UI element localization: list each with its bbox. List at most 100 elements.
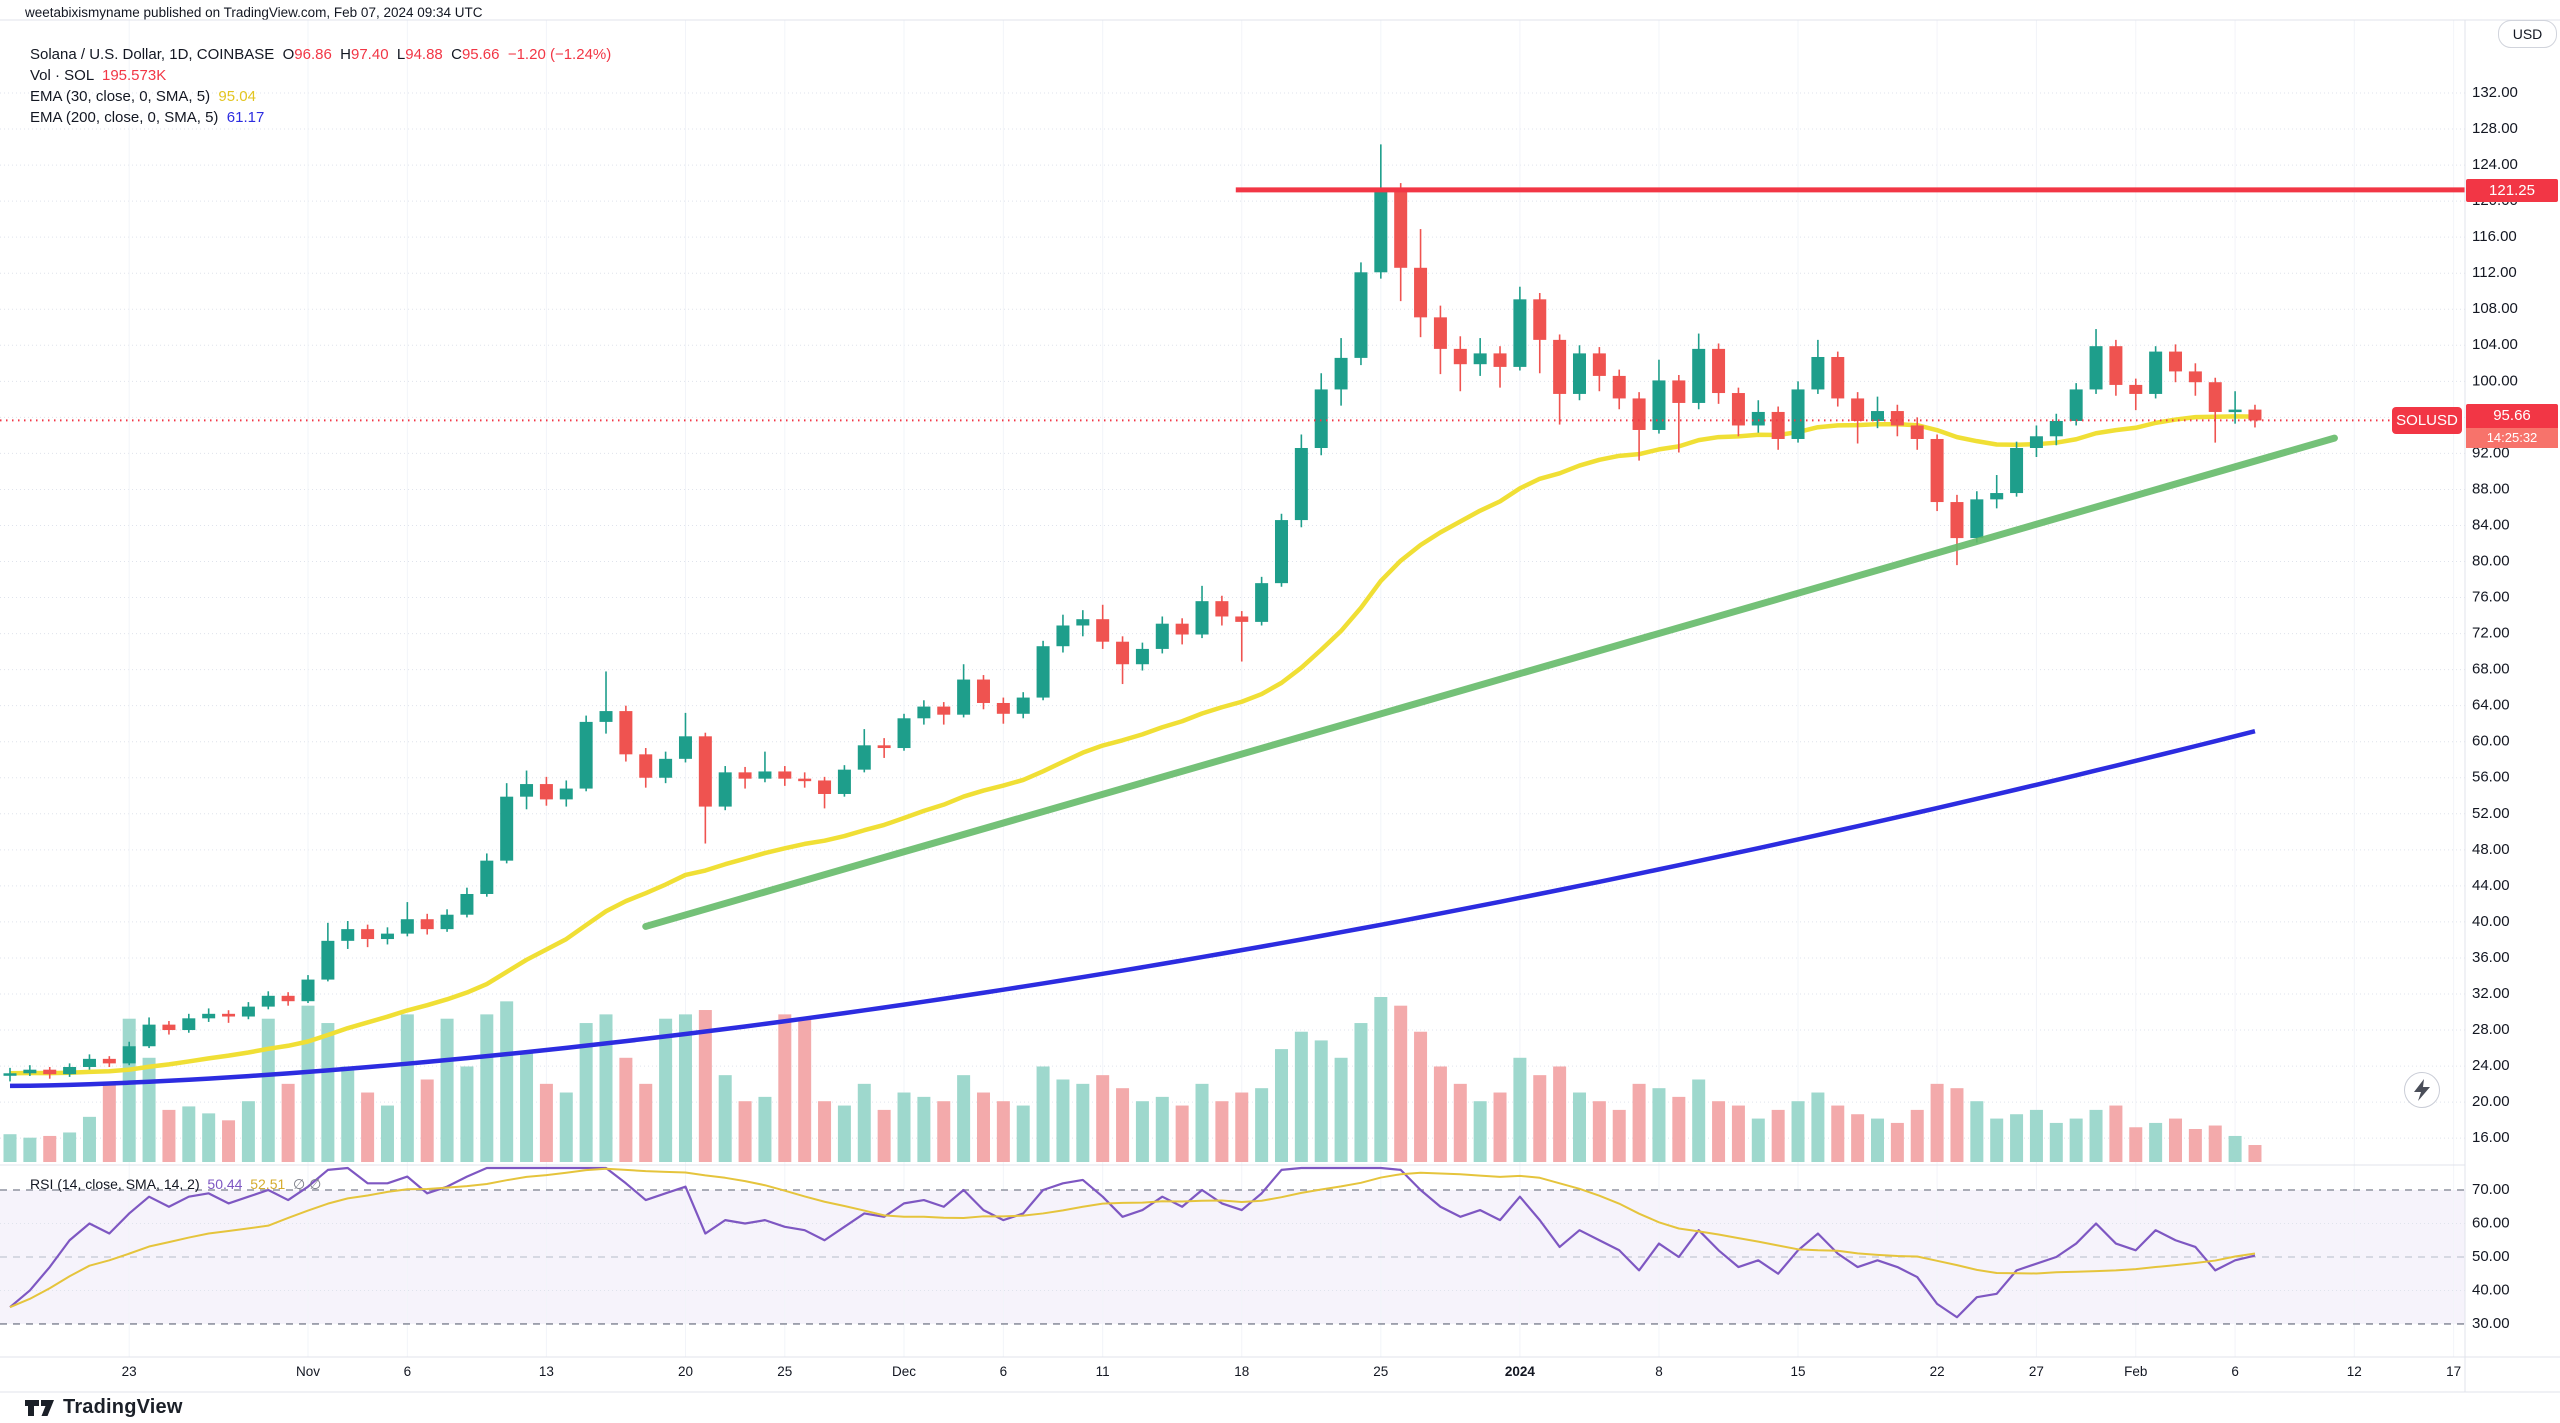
svg-text:76.00: 76.00 [2472, 589, 2510, 606]
svg-text:48.00: 48.00 [2472, 841, 2510, 858]
svg-text:Nov: Nov [296, 1364, 320, 1379]
svg-text:132.00: 132.00 [2472, 84, 2518, 101]
svg-text:116.00: 116.00 [2472, 228, 2517, 245]
legend-volume-row[interactable]: Vol · SOL 195.573K [30, 65, 611, 86]
svg-text:Feb: Feb [2124, 1364, 2147, 1379]
rsi-legend-row[interactable]: RSI (14, close, SMA, 14, 2) 50.44 52.51 … [30, 1176, 321, 1193]
svg-text:20.00: 20.00 [2472, 1093, 2510, 1110]
legend-part: EMA (30, close, 0, SMA, 5) [30, 88, 211, 105]
svg-text:Dec: Dec [892, 1364, 916, 1379]
svg-text:70.00: 70.00 [2472, 1181, 2510, 1198]
svg-text:6: 6 [1000, 1364, 1008, 1379]
legend-part: 52.51 [242, 1176, 286, 1192]
svg-text:30.00: 30.00 [2472, 1315, 2510, 1332]
svg-text:22: 22 [1930, 1364, 1945, 1379]
svg-text:15: 15 [1791, 1364, 1806, 1379]
lightning-button[interactable] [2404, 1072, 2440, 1108]
svg-text:40.00: 40.00 [2472, 913, 2510, 930]
svg-text:50.00: 50.00 [2472, 1248, 2510, 1265]
svg-text:80.00: 80.00 [2472, 552, 2510, 569]
legend-ema200-row[interactable]: EMA (200, close, 0, SMA, 5) 61.17 [30, 107, 611, 128]
bar-countdown: 14:25:32 [2466, 428, 2558, 448]
currency-toggle-usd[interactable]: USD [2498, 20, 2557, 48]
svg-text:16.00: 16.00 [2472, 1129, 2510, 1146]
svg-text:44.00: 44.00 [2472, 877, 2510, 894]
svg-text:40.00: 40.00 [2472, 1281, 2510, 1298]
svg-text:18: 18 [1234, 1364, 1249, 1379]
trendline [642, 434, 2338, 930]
legend-part: EMA (200, close, 0, SMA, 5) [30, 109, 219, 126]
svg-text:12: 12 [2347, 1364, 2362, 1379]
svg-text:60.00: 60.00 [2472, 733, 2510, 750]
svg-text:124.00: 124.00 [2472, 156, 2518, 173]
rsi-axis-labels: 70.00 60.00 50.00 40.00 30.00 [2472, 1181, 2510, 1332]
rsi-lines-layer [0, 1166, 2465, 1325]
svg-text:88.00: 88.00 [2472, 480, 2510, 497]
svg-text:128.00: 128.00 [2472, 120, 2518, 137]
legend-part: 50.44 [199, 1176, 243, 1192]
svg-text:100.00: 100.00 [2472, 372, 2518, 389]
svg-text:11: 11 [1096, 1364, 1110, 1379]
svg-text:24.00: 24.00 [2472, 1057, 2510, 1074]
svg-text:8: 8 [1655, 1364, 1663, 1379]
legend-part: H [331, 46, 351, 63]
legend-symbol-row[interactable]: Solana / U.S. Dollar, 1D, COINBASE O96.8… [30, 44, 611, 65]
ema200-line [9, 728, 2256, 1089]
legend-part: 195.573K [93, 67, 167, 84]
main-legend: Solana / U.S. Dollar, 1D, COINBASE O96.8… [30, 44, 611, 128]
legend-ema30-row[interactable]: EMA (30, close, 0, SMA, 5) 95.04 [30, 86, 611, 107]
legend-part: 61.17 [218, 109, 265, 126]
last-price-axis-label: 95.66 14:25:32 [2466, 404, 2558, 448]
legend-part: Vol · SOL [30, 67, 94, 84]
svg-text:6: 6 [404, 1364, 412, 1379]
svg-text:56.00: 56.00 [2472, 769, 2510, 786]
legend-part: 95.66 [461, 46, 500, 63]
svg-text:68.00: 68.00 [2472, 661, 2510, 678]
legend-part: 97.40 [351, 46, 389, 63]
time-axis-labels: 23 Nov 6 13 20 25 Dec 6 11 18 25 2024 8 15 22 27 Feb 6 12 1… [122, 1364, 2461, 1379]
price-axis-labels: 132.00128.00124.00120.00116.00112.00108.… [2472, 84, 2518, 1146]
legend-part: 96.86 [294, 46, 332, 63]
svg-text:92.00: 92.00 [2472, 444, 2510, 461]
svg-text:36.00: 36.00 [2472, 949, 2510, 966]
svg-text:64.00: 64.00 [2472, 697, 2510, 714]
svg-text:112.00: 112.00 [2472, 264, 2517, 281]
price-axis[interactable] [2465, 20, 2560, 1357]
svg-text:84.00: 84.00 [2472, 516, 2510, 533]
svg-text:20: 20 [678, 1364, 693, 1379]
svg-text:25: 25 [1373, 1364, 1388, 1379]
legend-part: RSI (14, close, SMA, 14, 2) [30, 1176, 200, 1192]
candles-layer [3, 144, 2262, 1082]
publish-attribution: weetabixismyname published on TradingVie… [25, 5, 483, 20]
time-axis[interactable] [0, 1357, 2465, 1392]
svg-text:28.00: 28.00 [2472, 1021, 2510, 1038]
volume-layer [3, 997, 2262, 1162]
pane-borders [0, 19, 2560, 1393]
svg-text:6: 6 [2231, 1364, 2239, 1379]
svg-text:52.00: 52.00 [2472, 805, 2510, 822]
legend-part: Solana / U.S. Dollar, 1D, COINBASE [30, 46, 275, 63]
svg-text:13: 13 [539, 1364, 554, 1379]
svg-text:2024: 2024 [1505, 1364, 1536, 1379]
legend-part: O [274, 46, 295, 63]
svg-text:108.00: 108.00 [2472, 300, 2518, 317]
svg-text:27: 27 [2029, 1364, 2044, 1379]
ema30-line [9, 414, 2256, 1076]
tradingview-icon [25, 1399, 54, 1416]
symbol-price-badge[interactable]: SOLUSD [2392, 407, 2462, 434]
svg-text:32.00: 32.00 [2472, 985, 2510, 1002]
svg-text:23: 23 [122, 1364, 137, 1379]
last-price-value: 95.66 [2493, 407, 2531, 424]
lightning-icon [2414, 1079, 2430, 1101]
svg-text:72.00: 72.00 [2472, 625, 2510, 642]
tradingview-logo[interactable]: TradingView [25, 1396, 183, 1419]
legend-part: 94.88 [405, 46, 443, 63]
svg-text:104.00: 104.00 [2472, 336, 2518, 353]
resistance-price-axis-label: 121.25 [2466, 179, 2558, 202]
svg-text:17: 17 [2446, 1364, 2461, 1379]
tradingview-wordmark: TradingView [63, 1396, 183, 1418]
legend-part: C [442, 46, 462, 63]
svg-text:25: 25 [777, 1364, 792, 1379]
